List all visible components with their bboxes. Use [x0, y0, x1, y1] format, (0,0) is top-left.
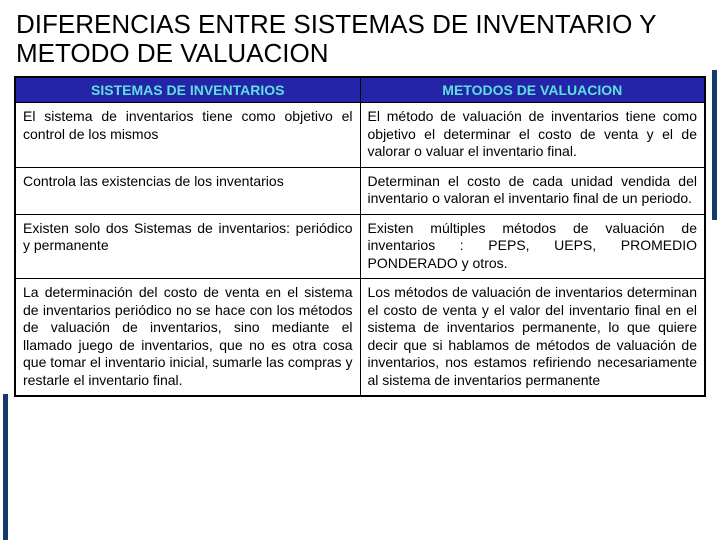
table-header-row: SISTEMAS DE INVENTARIOS METODOS DE VALUA…: [16, 78, 705, 103]
slide: DIFERENCIAS ENTRE SISTEMAS DE INVENTARIO…: [0, 6, 720, 540]
table-row: El sistema de inventarios tiene como obj…: [16, 103, 705, 168]
cell-sistemas: La determinación del costo de venta en e…: [16, 279, 361, 396]
accent-bar-right: [712, 70, 717, 220]
cell-metodos: Determinan el costo de cada unidad vendi…: [360, 167, 705, 214]
accent-bar-left: [3, 394, 8, 540]
cell-sistemas: Controla las existencias de los inventar…: [16, 167, 361, 214]
cell-sistemas: Existen solo dos Sistemas de inventarios…: [16, 214, 361, 279]
page-title: DIFERENCIAS ENTRE SISTEMAS DE INVENTARIO…: [8, 6, 712, 74]
comparison-table-wrap: SISTEMAS DE INVENTARIOS METODOS DE VALUA…: [14, 76, 706, 397]
cell-sistemas: El sistema de inventarios tiene como obj…: [16, 103, 361, 168]
col-header-metodos: METODOS DE VALUACION: [360, 78, 705, 103]
col-header-sistemas: SISTEMAS DE INVENTARIOS: [16, 78, 361, 103]
table-row: Controla las existencias de los inventar…: [16, 167, 705, 214]
cell-metodos: Los métodos de valuación de inventarios …: [360, 279, 705, 396]
table-row: La determinación del costo de venta en e…: [16, 279, 705, 396]
comparison-table: SISTEMAS DE INVENTARIOS METODOS DE VALUA…: [15, 77, 705, 396]
table-row: Existen solo dos Sistemas de inventarios…: [16, 214, 705, 279]
cell-metodos: Existen múltiples métodos de valuación d…: [360, 214, 705, 279]
cell-metodos: El método de valuación de inventarios ti…: [360, 103, 705, 168]
